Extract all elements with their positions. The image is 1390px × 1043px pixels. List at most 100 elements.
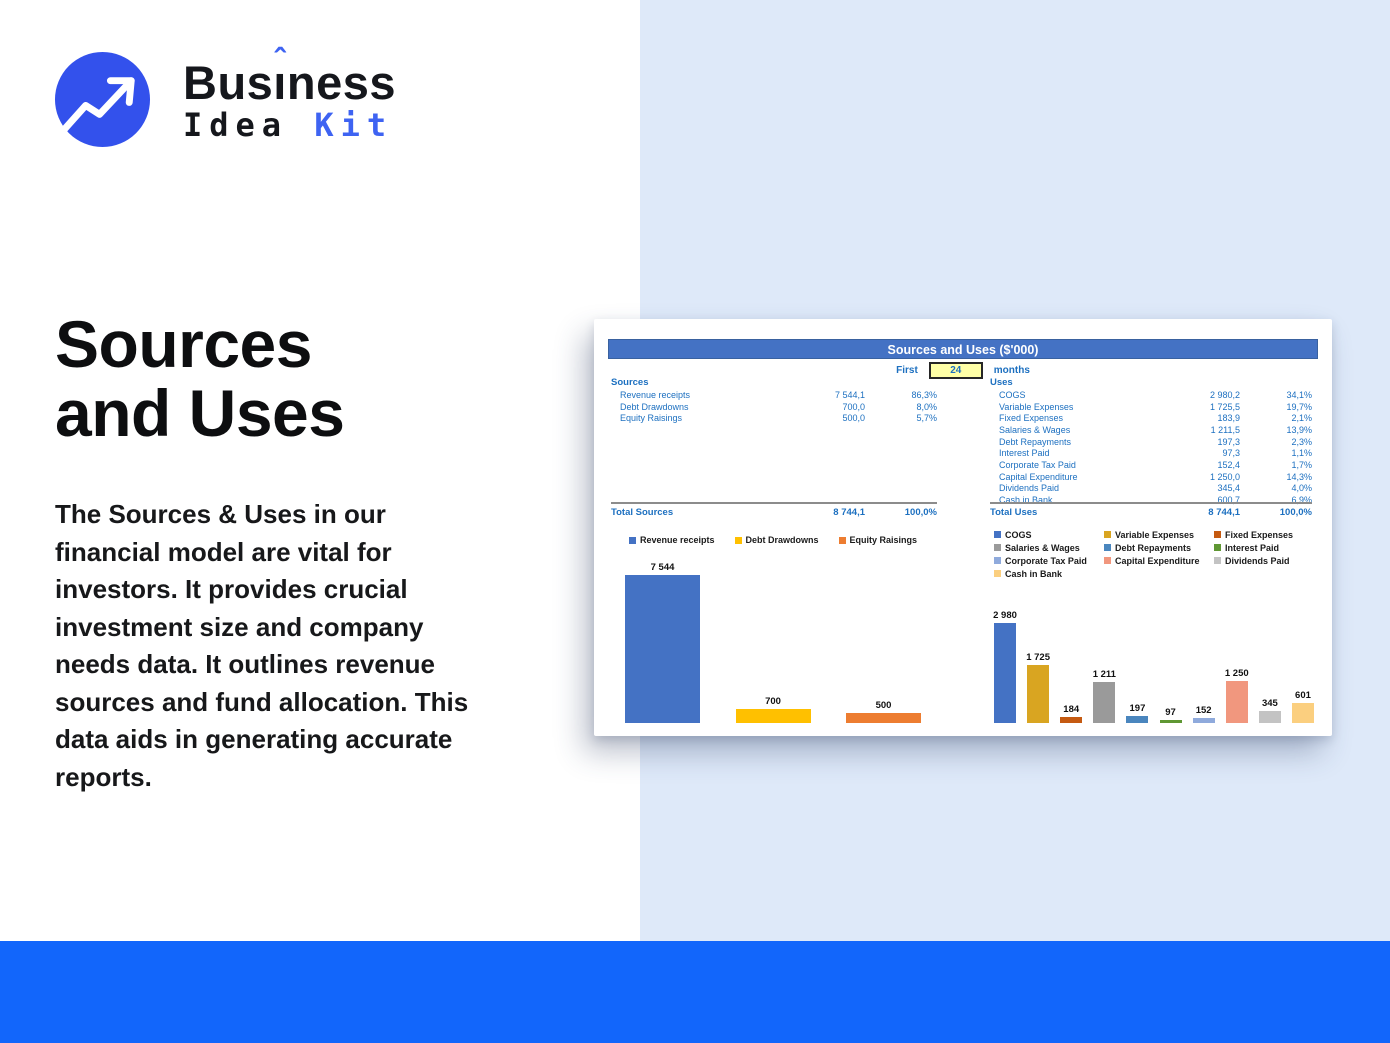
- legend-marker: [1214, 557, 1221, 564]
- bar-value-label: 152: [1195, 705, 1212, 716]
- bar-column: 1 250: [1224, 668, 1249, 723]
- legend-item: Interest Paid: [1214, 541, 1324, 554]
- legend-item: Debt Drawdowns: [734, 535, 819, 545]
- table-row: Dividends Paid 345,4 4,0%: [999, 483, 1312, 494]
- legend-item: Equity Raisings: [838, 535, 917, 545]
- bar: [1159, 720, 1182, 723]
- page-description: The Sources & Uses in our financial mode…: [55, 499, 469, 792]
- brand-name-business: Busı ˆ ness: [183, 42, 396, 109]
- legend-marker: [1104, 544, 1111, 551]
- table-row: Salaries & Wages 1 211,5 13,9%: [999, 424, 1312, 435]
- sources-header: Sources: [611, 377, 649, 388]
- bar: [1192, 718, 1215, 723]
- uses-header: Uses: [990, 377, 1013, 388]
- trend-arrow-icon: [54, 51, 151, 148]
- caret-accent: ˆ: [274, 42, 286, 80]
- report-title: Sources and Uses ($'000): [608, 339, 1318, 359]
- legend-marker: [994, 570, 1001, 577]
- legend-item: COGS: [994, 528, 1104, 541]
- legend-marker: [838, 536, 846, 544]
- bar-column: 601: [1291, 690, 1314, 723]
- table-row: Revenue receipts 7 544,1 86,3%: [620, 389, 937, 400]
- page-title: Sources and Uses: [55, 307, 345, 451]
- uses-bar-chart: 2 980 1 725 184 1 211 197 97 152 1 250 345 601: [993, 607, 1314, 723]
- bar-column: 700: [735, 696, 811, 723]
- legend-item: Salaries & Wages: [994, 541, 1104, 554]
- total-uses-row: Total Uses 8 744,1 100,0%: [990, 502, 1312, 518]
- bar-value-label: 700: [765, 696, 781, 707]
- legend-marker: [734, 536, 742, 544]
- uses-chart-legend: COGS Variable Expenses Fixed Expenses Salar…: [994, 528, 1326, 580]
- sources-chart-legend: Revenue receipts Debt Drawdowns Equity Rai…: [625, 535, 921, 545]
- bar: [1225, 681, 1248, 723]
- sources-bar-chart: 7 544 700 500: [625, 559, 921, 723]
- legend-item: Revenue receipts: [628, 535, 715, 545]
- legend-marker: [994, 531, 1001, 538]
- bar-column: 97: [1159, 707, 1182, 723]
- bar-column: 500: [846, 700, 921, 723]
- bar-column: 2 980: [993, 610, 1017, 723]
- table-row: Debt Drawdowns 700,0 8,0%: [620, 401, 937, 412]
- report-card: Sources and Uses ($'000) First 24 months…: [594, 319, 1332, 736]
- legend-marker: [1104, 557, 1111, 564]
- legend-item: Corporate Tax Paid: [994, 554, 1104, 567]
- table-row: Corporate Tax Paid 152,4 1,7%: [999, 459, 1312, 470]
- bar-column: 1 211: [1092, 669, 1116, 723]
- bar: [1126, 716, 1149, 723]
- legend-marker: [994, 544, 1001, 551]
- table-row: Equity Raisings 500,0 5,7%: [620, 413, 937, 424]
- bar-column: 184: [1060, 704, 1083, 723]
- legend-marker: [994, 557, 1001, 564]
- sources-table: Revenue receipts 7 544,1 86,3% Debt Drawdow…: [611, 389, 937, 424]
- bar-value-label: 7 544: [650, 562, 675, 573]
- legend-item: Capital Expenditure: [1104, 554, 1214, 567]
- legend-marker: [1214, 544, 1221, 551]
- legend-marker: [628, 536, 636, 544]
- table-row: COGS 2 980,2 34,1%: [999, 389, 1312, 400]
- bar: [1060, 717, 1083, 723]
- bar-value-label: 1 725: [1026, 652, 1050, 663]
- bar-value-label: 197: [1129, 703, 1146, 714]
- bar-column: 345: [1258, 698, 1281, 723]
- legend-item: Variable Expenses: [1104, 528, 1214, 541]
- period-suffix-label: months: [993, 365, 1030, 376]
- bar: [1027, 665, 1050, 723]
- legend-marker: [1214, 531, 1221, 538]
- table-row: Cash in Bank 600,7 6,9%: [999, 495, 1312, 506]
- period-prefix-label: First: [896, 365, 918, 376]
- bar: [1258, 711, 1281, 723]
- bar-value-label: 1 250: [1224, 668, 1249, 679]
- total-sources-row: Total Sources 8 744,1 100,0%: [611, 502, 937, 518]
- bar-value-label: 2 980: [993, 610, 1017, 621]
- bar: [1093, 682, 1116, 723]
- bar-value-label: 97: [1165, 707, 1176, 718]
- bar: [994, 623, 1016, 723]
- months-input[interactable]: 24: [928, 362, 983, 379]
- bar-value-label: 601: [1295, 690, 1311, 701]
- bar-column: 7 544: [625, 562, 700, 723]
- bar: [735, 709, 811, 723]
- table-row: Fixed Expenses 183,9 2,1%: [999, 413, 1312, 424]
- logo-wordmark: Busı ˆ ness Idea Kit: [183, 42, 396, 144]
- bar: [625, 575, 700, 723]
- uses-table: COGS 2 980,2 34,1% Variable Expenses 1 725,5…: [990, 389, 1312, 506]
- table-row: Interest Paid 97,3 1,1%: [999, 448, 1312, 459]
- bar-value-label: 1 211: [1092, 669, 1116, 680]
- bar-value-label: 500: [875, 700, 892, 711]
- brand-name-idea-kit: Idea Kit: [183, 105, 394, 144]
- bar-value-label: 345: [1261, 698, 1278, 709]
- bar-column: 152: [1192, 705, 1215, 723]
- table-row: Capital Expenditure 1 250,0 14,3%: [999, 471, 1312, 482]
- footer-bar: [0, 941, 1390, 1043]
- logo: Busı ˆ ness Idea Kit: [53, 42, 396, 149]
- legend-item: Cash in Bank: [994, 567, 1104, 580]
- bar-value-label: 184: [1063, 704, 1080, 715]
- legend-item: Dividends Paid: [1214, 554, 1324, 567]
- period-selector: First 24 months: [594, 362, 1332, 379]
- legend-item: Fixed Expenses: [1214, 528, 1324, 541]
- bar-column: 197: [1126, 703, 1149, 723]
- table-row: Debt Repayments 197,3 2,3%: [999, 436, 1312, 447]
- legend-item: Debt Repayments: [1104, 541, 1214, 554]
- bar: [846, 713, 921, 723]
